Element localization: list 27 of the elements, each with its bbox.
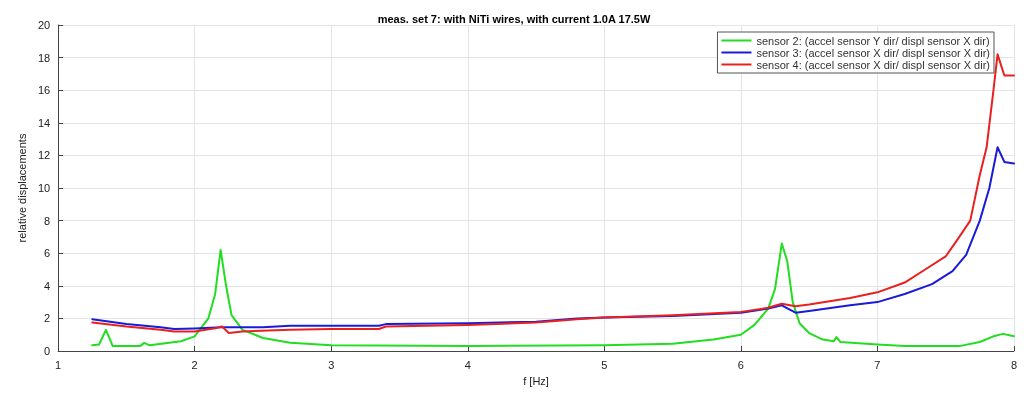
x-tick-label: 8 xyxy=(1010,358,1017,371)
legend-label: sensor 2: (accel sensor Y dir/ displ sensor X dir) xyxy=(756,34,990,47)
y-tick-label: 0 xyxy=(44,345,51,357)
y-axis-title: relative displacements xyxy=(15,133,28,243)
y-tick-label: 2 xyxy=(44,312,51,325)
y-tick-label: 4 xyxy=(44,279,51,292)
x-tick-label: 4 xyxy=(464,358,471,371)
y-tick-label: 8 xyxy=(44,214,51,227)
y-tick-label: 18 xyxy=(37,51,51,64)
line-series xyxy=(91,146,1015,330)
x-tick-label: 1 xyxy=(55,358,62,371)
x-tick-label: 7 xyxy=(874,358,881,371)
legend-label: sensor 3: (accel sensor X dir/ displ sensor X dir) xyxy=(756,46,991,59)
y-tick-label: 20 xyxy=(37,19,51,31)
x-axis-title: f [Hz] xyxy=(523,374,549,387)
y-tick-label: 14 xyxy=(37,116,51,129)
x-tick-label: 5 xyxy=(601,358,608,371)
chart-title: meas. set 7: with NiTi wires, with current 1.0A 17.5W xyxy=(377,12,651,25)
x-tick-label: 2 xyxy=(191,358,198,371)
legend-label: sensor 4: (accel sensor X dir/ displ sensor X dir) xyxy=(756,58,991,71)
y-tick-label: 10 xyxy=(37,182,51,194)
line-series xyxy=(91,242,1015,348)
x-tick-label: 3 xyxy=(328,358,335,371)
x-tick-label: 6 xyxy=(737,358,744,371)
y-tick-label: 12 xyxy=(37,149,51,162)
y-tick-label: 16 xyxy=(37,84,51,97)
y-tick-label: 6 xyxy=(44,247,51,260)
